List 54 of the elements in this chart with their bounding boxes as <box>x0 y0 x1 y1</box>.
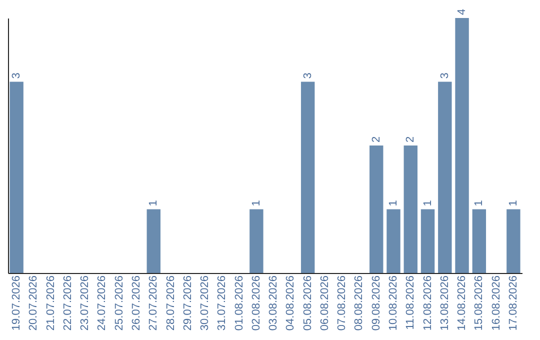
x-tick-label: 24.07.2026 <box>96 276 108 331</box>
x-tick-label: 10.08.2026 <box>388 276 400 331</box>
x-tick-label: 08.08.2026 <box>353 276 366 331</box>
x-tick-label: 04.08.2026 <box>284 276 297 331</box>
x-tick-label: 30.07.2026 <box>199 276 212 331</box>
x-tick-label: 07.08.2026 <box>336 276 348 331</box>
bar <box>146 209 160 273</box>
x-tick-label: 25.07.2026 <box>113 276 126 331</box>
bar <box>472 209 486 273</box>
x-tick-label: 31.07.2026 <box>216 276 228 331</box>
data-label: 3 <box>302 72 314 79</box>
data-label: 4 <box>456 8 468 15</box>
data-label: 2 <box>404 136 417 142</box>
bar <box>250 209 264 273</box>
data-label: 1 <box>148 200 160 206</box>
x-tick-label: 09.08.2026 <box>370 276 382 331</box>
x-tick-label: 17.08.2026 <box>507 276 520 331</box>
data-label: 1 <box>422 200 434 206</box>
x-tick-label: 06.08.2026 <box>318 276 331 331</box>
data-label: 1 <box>250 200 262 206</box>
x-tick-label: 13.08.2026 <box>438 276 451 331</box>
x-tick-label: 02.08.2026 <box>250 276 262 331</box>
x-tick-label: 23.07.2026 <box>79 276 92 331</box>
x-tick-label: 01.08.2026 <box>233 276 246 331</box>
x-tick-label: 22.07.2026 <box>62 276 74 331</box>
x-tick-label: 15.08.2026 <box>473 276 486 331</box>
data-label: 1 <box>473 200 486 206</box>
x-tick-label: 12.08.2026 <box>422 276 434 331</box>
bar <box>404 146 418 273</box>
x-tick-label: 20.07.2026 <box>28 276 40 331</box>
bar <box>386 209 400 273</box>
bar <box>370 146 384 273</box>
bar <box>420 209 435 273</box>
bar <box>300 82 315 273</box>
data-label: 1 <box>388 200 400 206</box>
x-tick-label: 14.08.2026 <box>456 276 468 331</box>
x-tick-label: 16.08.2026 <box>490 276 502 331</box>
x-tick-label: 19.07.2026 <box>10 276 23 331</box>
bar <box>455 18 469 273</box>
x-tick-label: 21.07.2026 <box>44 276 57 331</box>
bar <box>10 82 24 273</box>
x-tick-label: 29.07.2026 <box>182 276 194 331</box>
data-label: 2 <box>370 136 382 142</box>
x-tick-label: 27.07.2026 <box>148 276 160 331</box>
x-tick-label: 05.08.2026 <box>302 276 314 331</box>
data-label: 3 <box>438 72 451 79</box>
x-tick-label: 28.07.2026 <box>164 276 177 331</box>
x-tick-label: 11.08.2026 <box>404 276 417 330</box>
bar <box>506 209 520 273</box>
x-tick-label: 03.08.2026 <box>268 276 280 331</box>
bar <box>438 82 452 273</box>
data-label: 1 <box>507 200 520 206</box>
data-label: 3 <box>10 72 23 79</box>
x-tick-label: 26.07.2026 <box>130 276 142 331</box>
